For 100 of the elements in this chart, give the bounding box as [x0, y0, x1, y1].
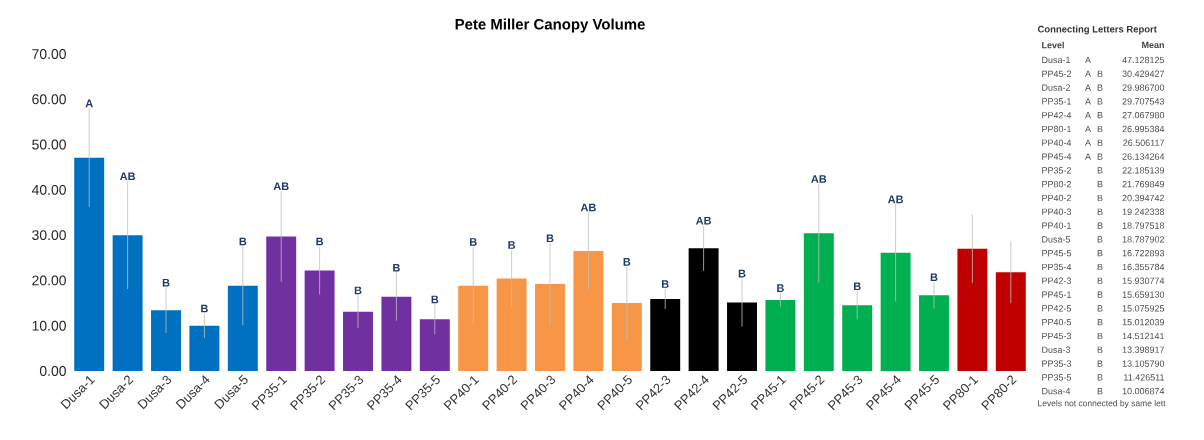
- text: 15.659130: [1122, 291, 1165, 298]
- text: 15.075925: [1122, 305, 1165, 312]
- category-label: PP42-3: [1042, 277, 1072, 284]
- text: B: [1097, 222, 1103, 229]
- bar: [727, 302, 757, 371]
- text: 11.426511: [1124, 374, 1165, 381]
- annotation: B: [546, 234, 554, 243]
- text: 13.398917: [1122, 346, 1165, 353]
- annotation: AB: [273, 182, 289, 191]
- text: B: [1097, 360, 1103, 367]
- text: Level: [1042, 41, 1064, 49]
- category-label: PP45-3: [1042, 332, 1072, 340]
- bar: [880, 252, 911, 371]
- annotation: B: [316, 237, 324, 246]
- bar: [458, 285, 489, 371]
- text: A: [1085, 139, 1091, 146]
- text: A: [1085, 56, 1091, 64]
- annotation: B: [431, 295, 439, 304]
- text: 29.986700: [1122, 84, 1165, 91]
- category-label: PP40-4: [1042, 139, 1072, 146]
- text: 30.429427: [1122, 70, 1165, 77]
- category-label: Dusa-1: [1042, 56, 1070, 64]
- text: B: [1097, 291, 1103, 298]
- annotation: B: [239, 237, 247, 246]
- category-label: Dusa-3: [1042, 346, 1071, 353]
- bar: [266, 236, 297, 371]
- text: B: [1097, 98, 1103, 105]
- annotation: B: [201, 304, 208, 313]
- bar: [227, 285, 258, 371]
- text: B: [1097, 277, 1103, 284]
- bar: [496, 278, 527, 371]
- category-label: PP45-5: [1042, 250, 1072, 257]
- bar: [74, 157, 105, 371]
- bar: [381, 296, 412, 371]
- category-label: PP80-1: [1042, 125, 1071, 133]
- bar: [535, 284, 565, 371]
- bar: [343, 311, 373, 371]
- category-label: PP42-4: [1042, 112, 1072, 119]
- annotation: AB: [119, 172, 136, 181]
- annotation: AB: [580, 203, 596, 212]
- text: A: [1085, 70, 1091, 77]
- text: B: [1097, 153, 1103, 160]
- text: 47.128125: [1122, 56, 1165, 64]
- annotation: B: [777, 284, 784, 292]
- annotation: B: [162, 278, 170, 287]
- text: 20.394742: [1122, 194, 1165, 202]
- annotation: AB: [887, 195, 904, 204]
- y-tick-label: 20.00: [32, 275, 66, 286]
- text: Connecting Letters Report: [1037, 25, 1157, 35]
- y-tick-label: 70.00: [32, 49, 66, 59]
- annotation: A: [85, 99, 93, 108]
- category-label: PP40-3: [1042, 208, 1072, 215]
- text: B: [1097, 319, 1103, 326]
- bar: [189, 325, 220, 371]
- text: 19.242338: [1122, 208, 1165, 215]
- bar: [112, 235, 143, 371]
- annotation: B: [508, 241, 516, 249]
- text: 18.787902: [1122, 236, 1165, 243]
- text: 13.105790: [1122, 360, 1165, 367]
- text: 10.006874: [1122, 388, 1165, 395]
- text: A: [1085, 112, 1091, 119]
- text: 22.185139: [1122, 167, 1165, 174]
- bar: [688, 248, 719, 371]
- bar: [842, 305, 873, 371]
- text: 14.512141: [1122, 332, 1165, 340]
- annotation: B: [661, 280, 669, 288]
- bar: [151, 310, 181, 371]
- bar: [803, 233, 834, 371]
- category-label: PP45-4: [1042, 153, 1072, 160]
- text: B: [1097, 388, 1103, 395]
- text: A: [1085, 153, 1091, 160]
- text: B: [1097, 194, 1103, 202]
- y-tick-label: 30.00: [32, 230, 66, 241]
- y-tick-label: 50.00: [32, 139, 66, 150]
- text: B: [1097, 374, 1103, 381]
- category-label: PP42-5: [1042, 305, 1072, 312]
- text: B: [1097, 332, 1103, 340]
- bar: [650, 298, 681, 371]
- category-label: PP40-2: [1042, 194, 1071, 202]
- text: Levels not connected by same lett: [1038, 400, 1166, 408]
- text: 27.067980: [1122, 112, 1165, 119]
- text: B: [1097, 208, 1103, 215]
- text: 26.995384: [1122, 125, 1165, 133]
- bar: [419, 319, 450, 371]
- text: B: [1097, 250, 1103, 257]
- text: 18.797518: [1122, 222, 1165, 229]
- category-label: PP45-2: [1042, 70, 1071, 77]
- text: B: [1097, 167, 1103, 174]
- text: B: [1097, 139, 1103, 146]
- text: A: [1085, 125, 1091, 133]
- text: B: [1097, 70, 1103, 77]
- annotation: B: [738, 269, 746, 278]
- text: B: [1097, 346, 1103, 353]
- text: B: [1097, 84, 1103, 91]
- text: A: [1085, 98, 1091, 105]
- text: A: [1085, 84, 1091, 91]
- annotation: AB: [811, 175, 827, 183]
- text: B: [1097, 125, 1103, 133]
- category-label: PP35-1: [1042, 98, 1071, 105]
- text: 26.506117: [1123, 139, 1165, 146]
